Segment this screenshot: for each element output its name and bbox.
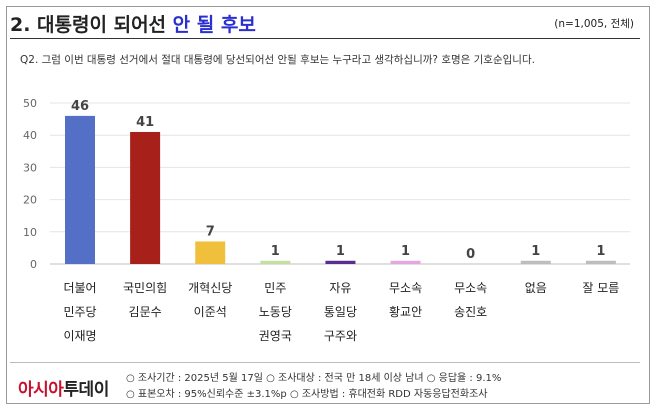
survey-question: Q2. 그럼 이번 대통령 선거에서 절대 대통령에 당선되어선 안될 후보는 …: [20, 54, 535, 66]
x-tick-label: 구주와: [324, 329, 357, 343]
bar: [65, 115, 95, 264]
data-label: 1: [271, 244, 280, 259]
publisher-logo: 아시아투데이: [18, 375, 109, 400]
x-tick-label: 권영국: [259, 329, 292, 343]
chart-title: 2. 대통령이 되어선 안 될 후보: [10, 10, 256, 37]
survey-notes: ○ 조사기간 : 2025년 5월 17일 ○ 조사대상 : 전국 만 18세 …: [126, 371, 501, 403]
data-label: 7: [206, 224, 215, 239]
x-tick-label: 민주당: [63, 305, 96, 319]
x-tick-label: 무소속: [389, 281, 422, 295]
bar: [390, 260, 421, 264]
x-tick-label: 없음: [525, 281, 547, 295]
data-label: 46: [71, 99, 89, 114]
footer-divider: [10, 362, 640, 363]
x-tick-label: 황교안: [389, 305, 422, 319]
data-label: 1: [401, 244, 410, 259]
bar: [260, 260, 291, 264]
bar: [325, 260, 356, 264]
x-tick-label: 노동당: [259, 305, 292, 319]
chart-frame: [6, 6, 650, 404]
title-prefix: 2. 대통령이 되어선: [10, 13, 167, 36]
x-tick-label: 무소속: [454, 281, 487, 295]
y-tick-label: 10: [23, 226, 37, 239]
sample-note: (n=1,005, 전체): [554, 17, 634, 30]
logo-part-1: 아시아: [18, 380, 64, 400]
x-tick-label: 통일당: [324, 305, 357, 319]
x-tick-label: 잘 모름: [582, 281, 619, 295]
x-tick-label: 김문수: [129, 305, 162, 319]
title-highlight: 안 될 후보: [172, 13, 256, 36]
x-tick-label: 민주: [264, 281, 286, 295]
y-tick-label: 50: [23, 97, 37, 110]
x-tick-label: 더불어: [63, 281, 96, 295]
data-label: 1: [336, 244, 345, 259]
bar: [130, 131, 161, 264]
survey-note-line-2: ○ 표본오차 : 95%신뢰수준 ±3.1%p ○ 조사방법 : 휴대전화 RD…: [126, 389, 488, 400]
survey-note-line-1: ○ 조사기간 : 2025년 5월 17일 ○ 조사대상 : 전국 만 18세 …: [126, 373, 502, 384]
header: 2. 대통령이 되어선 안 될 후보 (n=1,005, 전체): [10, 10, 638, 36]
bar: [520, 260, 551, 264]
data-label: 0: [466, 247, 475, 262]
x-tick-label: 이준석: [194, 305, 227, 319]
x-tick-label: 개혁신당: [188, 281, 232, 295]
data-label: 1: [596, 244, 605, 259]
y-tick-label: 0: [30, 258, 37, 271]
data-label: 1: [531, 244, 540, 259]
y-tick-label: 20: [23, 194, 37, 207]
bar: [585, 260, 616, 264]
bar: [195, 241, 226, 264]
y-tick-label: 30: [23, 161, 37, 174]
x-tick-label: 국민의힘: [123, 281, 167, 295]
x-tick-label: 송진호: [454, 305, 487, 319]
title-divider: [10, 38, 640, 39]
y-tick-label: 40: [23, 129, 37, 142]
data-label: 41: [136, 115, 154, 130]
x-tick-label: 이재명: [63, 329, 96, 343]
logo-part-2: 투데이: [63, 380, 109, 400]
x-tick-label: 자유: [329, 281, 351, 295]
